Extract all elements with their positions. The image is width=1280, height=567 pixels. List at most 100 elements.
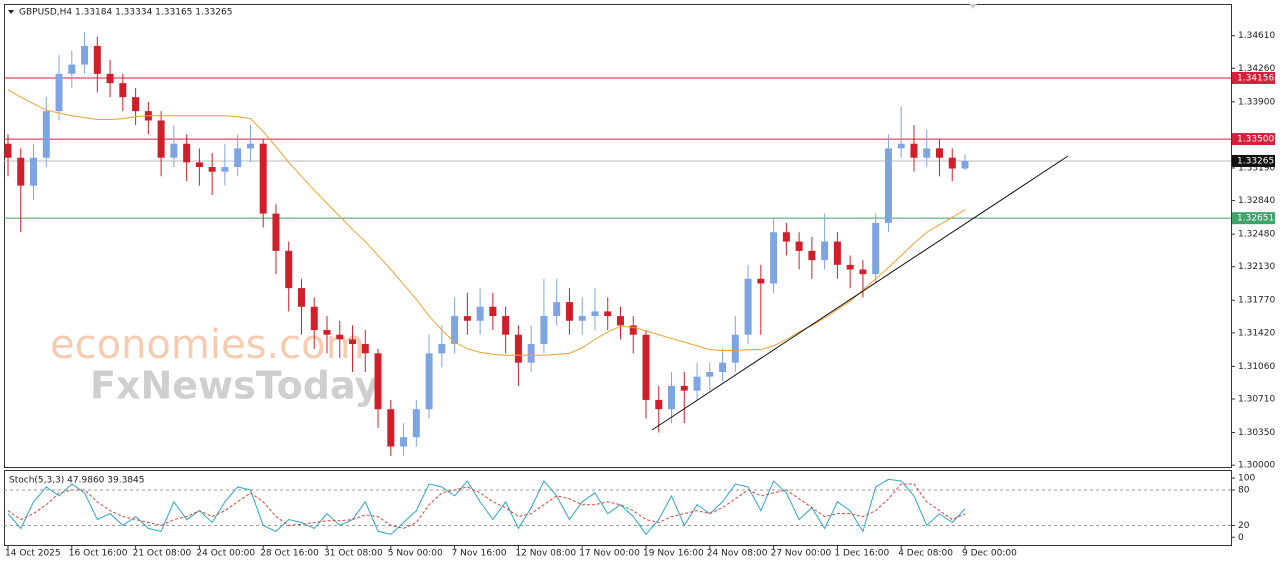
candle-body [948,157,956,169]
y-tick-label: 1.32840 [1238,196,1275,206]
y-tick-label: 80 [1238,485,1250,495]
candle-body [833,241,841,265]
candle-body [923,148,931,158]
x-tick-label: 19 Nov 16:00 [643,549,704,559]
candle-body [17,157,25,186]
y-tick-label: 1.34610 [1238,31,1275,41]
trend-line [651,155,1069,431]
y-tick-label: 1.30710 [1238,394,1275,404]
x-tick-label: 7 Nov 16:00 [452,549,507,559]
price-tag-label: 1.33265 [1237,156,1274,166]
y-tick-label: 1.31060 [1238,362,1275,372]
stoch-panel [4,470,1232,546]
candle-body [616,316,624,326]
price-tag [1232,154,1275,167]
candle-body [514,334,522,363]
candle-body [451,316,459,345]
x-tick-label: 12 Nov 08:00 [515,549,576,559]
candle-body [821,241,829,261]
stoch-plot [4,478,1231,536]
y-tick-label: 0 [1238,533,1244,543]
candle-body [935,148,943,158]
y-tick-label: 100 [1238,474,1255,484]
candle-body [297,288,305,307]
x-tick-label: 9 Dec 00:00 [962,549,1017,559]
candle-body [808,250,816,261]
x-tick-label: 14 Oct 2025 [5,549,61,559]
x-tick-label: 24 Oct 00:00 [196,549,255,559]
candle-body [578,316,586,321]
x-tick-label: 21 Oct 08:00 [133,549,192,559]
stoch-line [7,478,966,536]
x-tick-label: 28 Oct 16:00 [260,549,319,559]
y-tick-label: 1.33900 [1238,97,1275,107]
candle-body [68,64,76,74]
candle-body [195,162,203,168]
price-tag [1232,212,1275,225]
candle-body [910,143,918,158]
price-tag-label: 1.34156 [1237,73,1274,83]
candle-body [272,213,280,251]
candle-body [438,344,446,354]
axes: 1.30000 1.30350 1.30710 1.31060 1.31420 1.317… [5,31,1275,558]
candle-body [310,306,318,331]
candle-body [387,409,395,447]
candle-body [884,148,892,223]
candle-body [961,160,969,169]
candle-body [246,143,254,149]
y-tick-label: 1.30350 [1238,428,1275,438]
x-tick-label: 31 Oct 08:00 [324,549,383,559]
symbol-header: GBPUSD,H4 1.33184 1.33334 1.33165 1.3326… [19,8,232,18]
candle-body [527,344,535,363]
candle-body [425,353,433,410]
candle-body [693,376,701,391]
candle-body [349,339,357,345]
candle-body [591,311,599,317]
candle-body [872,222,880,275]
price-tag [1232,133,1275,146]
candle-body [540,316,548,345]
candle-body [489,306,497,317]
candle-body [770,232,778,284]
x-tick-label: 24 Nov 08:00 [707,549,768,559]
candle-body [234,148,242,168]
price-tag-label: 1.32651 [1237,214,1274,224]
candle-body [553,302,561,317]
candle-body [106,73,114,84]
main-plot [4,31,1231,456]
y-tick-label: 1.34260 [1238,64,1275,74]
collapse-icon [8,10,14,14]
candle-body [629,325,637,335]
candle-body [744,278,752,335]
candle-body [412,409,420,438]
candle-body [93,45,101,74]
candle-body [668,385,676,410]
y-tick-label: 1.31420 [1238,328,1275,338]
x-tick-label: 4 Dec 08:00 [898,549,953,559]
candle-body [336,334,344,340]
stoch-title: Stoch(5,3,3) 47.9860 39.3845 [9,476,144,486]
candle-body [846,264,854,270]
main-panel [4,4,1232,468]
y-tick-label: 1.31770 [1238,296,1275,306]
candle-body [183,143,191,163]
candle-body [680,385,688,391]
candle-body [604,311,612,317]
candle-body [208,167,216,172]
shift-marker [969,4,977,9]
x-tick-label: 16 Oct 16:00 [69,549,128,559]
candle-body [323,330,331,335]
candle-body [782,232,790,242]
candle-body [374,353,382,410]
candle-body [4,143,12,158]
y-tick-label: 1.33190 [1238,163,1275,173]
candle-body [285,250,293,289]
candle-body [42,111,50,158]
candle-body [502,316,510,335]
candle-body [642,334,650,400]
candle-body [361,344,369,354]
y-tick-label: 1.30000 [1238,461,1275,471]
